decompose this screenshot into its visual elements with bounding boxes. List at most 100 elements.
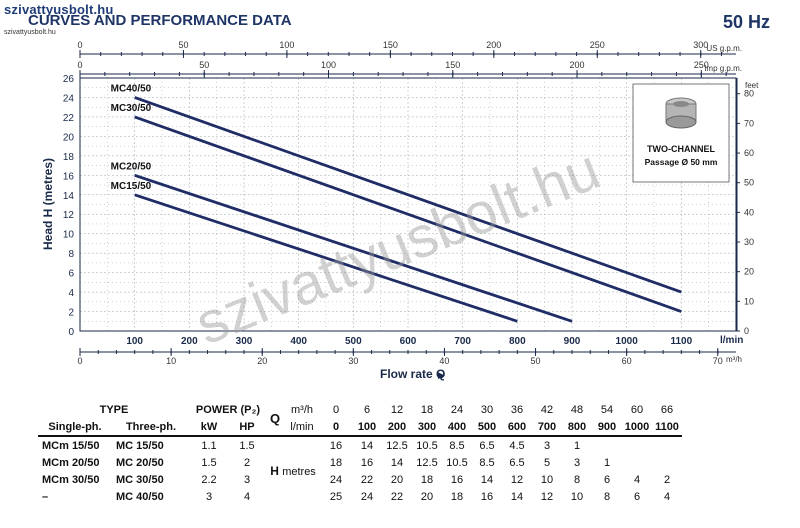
head-value: 14 [510,490,524,503]
head-value [652,436,682,454]
performance-table: TYPE POWER (P₂) Q m³/h 0 6 12 18 24 30 3… [38,401,682,505]
x-unit-label: l/min [720,335,743,346]
power-kw: 3 [205,490,213,503]
head-value: 8.5 [479,456,495,469]
h-metres-label: H metres [266,436,320,505]
power-hp: 2 [243,456,251,469]
hp-header: HP [239,420,255,433]
watermark-site-name: szivattyusbolt.hu [4,2,114,17]
head-value: 6 [633,490,641,503]
x-tick-label: 100 [126,336,143,347]
table-row: – MC 40/50 3 4 25 24 22 20 18 16 14 12 10 8 6 4 [38,488,682,505]
pump-inset: TWO-CHANNEL Passage Ø 50 mm [632,83,730,183]
series-label: MC30/50 [111,103,152,114]
feet-tick-label: 60 [744,148,754,158]
y-tick-label: 16 [63,171,75,182]
y-tick-label: 10 [63,230,75,241]
x-tick-label: 1000 [616,336,639,347]
q-m3h-10: 60 [630,403,644,416]
y-tick-label: 20 [63,132,75,143]
q-m3h-9: 54 [600,403,614,416]
x-axis-label: Flow rate Q [380,367,445,381]
three-ph-model: MC 40/50 [116,490,164,503]
diagonal-watermark: szivattyusbolt.hu [187,136,609,357]
q-lmin-1: 100 [357,420,377,433]
series-line-mc30-50 [134,115,682,313]
q-unit-m3h: m³/h [291,403,313,416]
y-tick-label: 2 [68,308,74,319]
head-value: 2 [663,473,671,486]
m3h-tick-label: 20 [257,356,267,366]
head-value: 1 [573,439,581,452]
head-value [652,454,682,471]
frequency-label: 50 Hz [722,12,770,32]
head-value: 16 [480,490,494,503]
y-tick-label: 26 [63,74,75,85]
head-value: 16 [360,456,374,469]
head-value: 8 [603,490,611,503]
power-kw: 2.2 [201,473,217,486]
head-value: 8.5 [449,439,465,452]
feet-tick-label: 80 [744,89,754,99]
feet-tick-label: 20 [744,267,754,277]
q-lmin-2: 200 [387,420,407,433]
feet-tick-label: 10 [744,296,754,306]
q-m3h-3: 18 [420,403,434,416]
imp-gpm-axis-tick-label: 50 [199,60,209,70]
head-value: 25 [329,490,343,503]
x-tick-label: 200 [181,336,198,347]
m3h-tick-label: 10 [166,356,176,366]
us-gpm-axis-tick-label: 100 [279,40,294,50]
head-value: 18 [450,490,464,503]
series-label: MC20/50 [111,161,152,172]
series-line-mc15-50 [134,193,518,323]
head-value: 10 [570,490,584,503]
imp-gpm-axis-tick-label: 250 [694,60,709,70]
imp-gpm-axis-tick-label: 100 [321,60,336,70]
q-lmin-0: 0 [332,420,340,433]
table-row: MCm 20/50 MC 20/50 1.5 2 18 16 14 12.5 10.5 8.5 6.… [38,454,682,471]
head-value: 8 [573,473,581,486]
imp-gpm-axis-tick-label: 200 [570,60,585,70]
head-value: 12 [510,473,524,486]
x-tick-label: 900 [564,336,581,347]
three-ph-model: MC 20/50 [116,456,164,469]
q-m3h-11: 66 [660,403,674,416]
inset-line1: TWO-CHANNEL [647,144,715,154]
head-value: 10.5 [446,456,468,469]
three-ph-model: MC 30/50 [116,473,164,486]
x-tick-label: 1100 [670,336,692,347]
kw-header: kW [200,420,218,433]
single-ph-model: MCm 30/50 [42,473,100,486]
head-value [622,454,652,471]
y-tick-label: 24 [63,93,75,104]
power-hp: 3 [243,473,251,486]
head-value: 24 [360,490,374,503]
head-value: 22 [360,473,374,486]
y-tick-label: 22 [63,113,75,124]
head-value: 22 [390,490,404,503]
y-tick-label: 0 [68,327,74,338]
head-value: 6 [603,473,611,486]
head-value: 6.5 [479,439,495,452]
head-value: 10.5 [416,439,438,452]
us-gpm-axis-tick-label: 300 [693,40,708,50]
h-unit: metres [282,466,316,478]
power-hp: 1.5 [239,439,255,452]
x-tick-label: 600 [400,336,417,347]
head-value: 20 [420,490,434,503]
single-ph-header: Single-ph. [48,420,102,433]
m3h-unit-label: m³/h [726,355,742,364]
us-gpm-axis-tick-label: 200 [486,40,501,50]
head-value: 4 [663,490,671,503]
feet-tick-label: 0 [744,326,749,336]
head-value: 5 [543,456,551,469]
q-label: Q [269,410,281,426]
head-value: 18 [420,473,434,486]
us-gpm-axis-unit: US g.p.m. [706,44,742,53]
power-kw: 1.5 [201,456,217,469]
power-header: POWER (P₂) [195,403,261,416]
